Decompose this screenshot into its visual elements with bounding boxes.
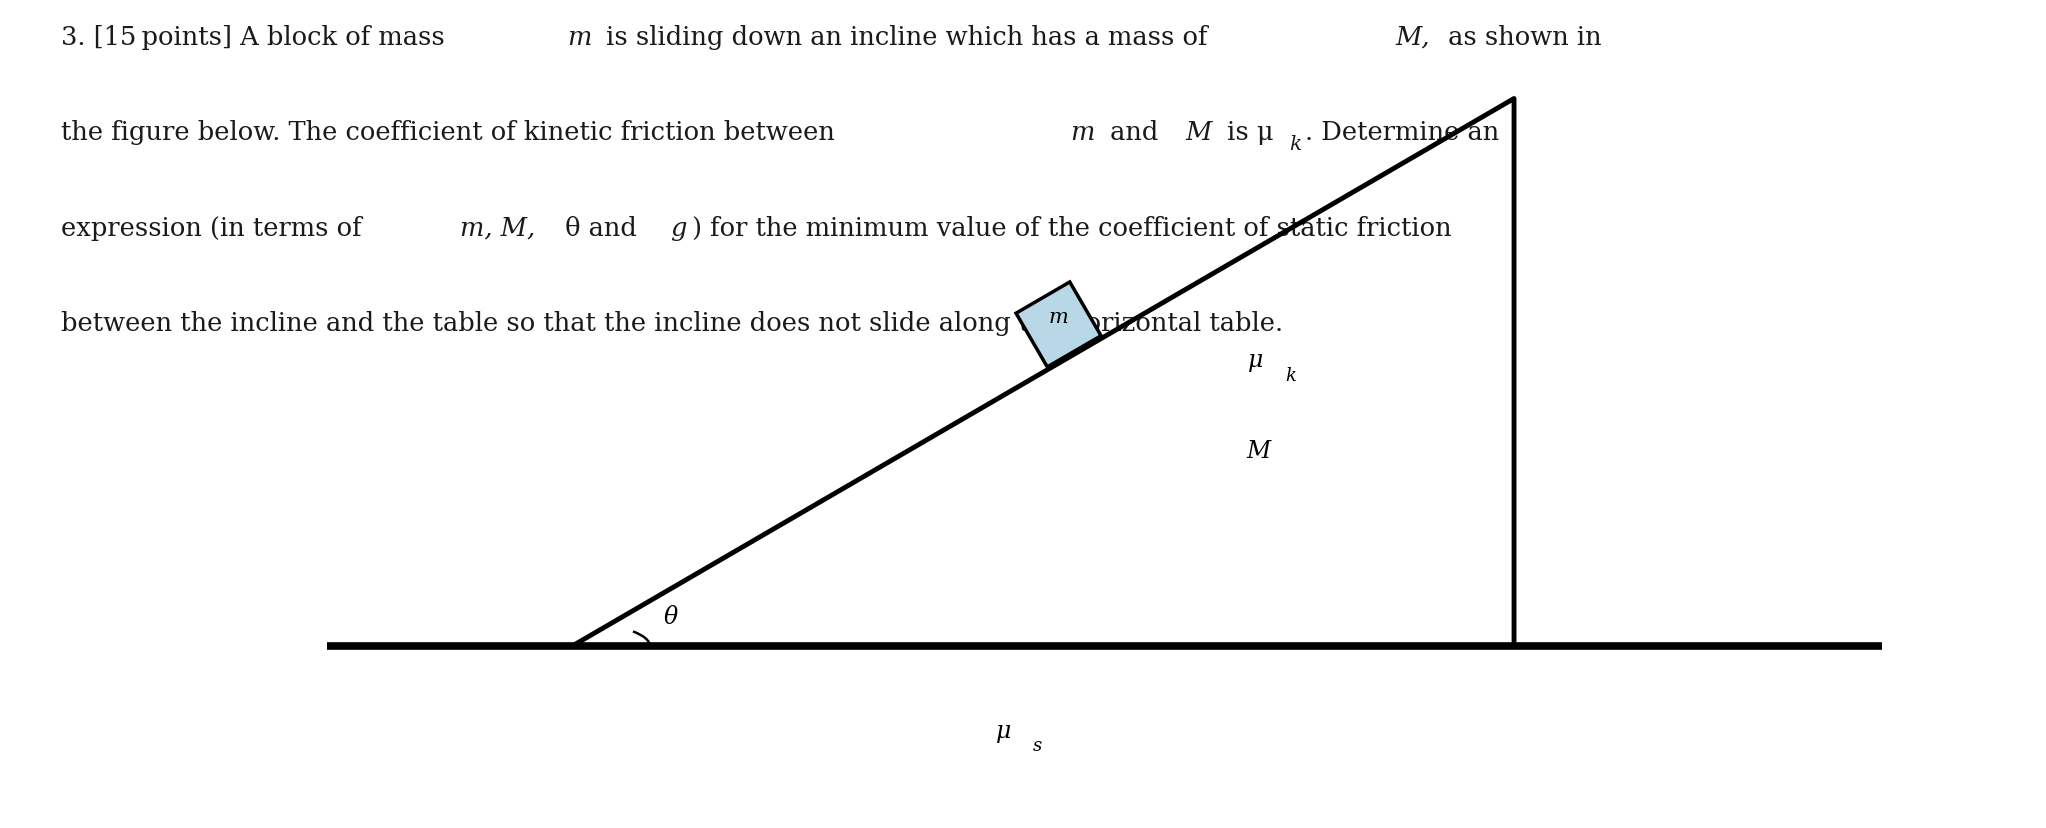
- Text: s: s: [1033, 736, 1043, 754]
- Text: g: g: [671, 215, 687, 240]
- Text: μ: μ: [996, 719, 1013, 742]
- Text: is μ: is μ: [1219, 120, 1275, 145]
- Text: between the incline and the table so that the incline does not slide along the h: between the incline and the table so tha…: [61, 310, 1283, 335]
- Text: θ: θ: [665, 605, 677, 628]
- Text: k: k: [1285, 366, 1295, 384]
- Text: . Determine an: . Determine an: [1305, 120, 1500, 145]
- Text: m: m: [567, 25, 591, 50]
- Text: and: and: [1103, 120, 1166, 145]
- Text: expression (in terms of: expression (in terms of: [61, 215, 370, 240]
- Text: is sliding down an incline which has a mass of: is sliding down an incline which has a m…: [599, 25, 1215, 50]
- Text: k: k: [1289, 135, 1301, 154]
- Polygon shape: [1017, 282, 1101, 368]
- Text: 3. [15 points] A block of mass: 3. [15 points] A block of mass: [61, 25, 454, 50]
- Text: μ: μ: [1248, 349, 1264, 372]
- Text: M: M: [1185, 120, 1211, 145]
- Text: M: M: [1246, 440, 1271, 463]
- Text: ) for the minimum value of the coefficient of static friction: ) for the minimum value of the coefficie…: [692, 215, 1451, 240]
- Text: m: m: [1050, 307, 1068, 326]
- Text: θ and: θ and: [557, 215, 644, 240]
- Text: M,: M,: [1395, 25, 1430, 50]
- Text: as shown in: as shown in: [1440, 25, 1602, 50]
- Text: the figure below. The coefficient of kinetic friction between: the figure below. The coefficient of kin…: [61, 120, 843, 145]
- Text: m, M,: m, M,: [460, 215, 534, 240]
- Text: m: m: [1070, 120, 1095, 145]
